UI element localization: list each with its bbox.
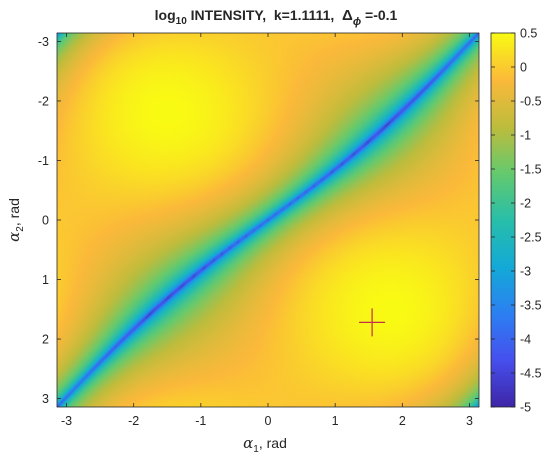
title-delta: Δ [342, 7, 353, 24]
y-tick-label: 0 [42, 214, 49, 228]
colorbar-tick-label: -4 [520, 333, 531, 347]
x-tick-label: 0 [265, 414, 272, 428]
heatmap-image [57, 33, 479, 407]
x-tick-label: -1 [195, 414, 206, 428]
x-tick-label: 1 [332, 414, 339, 428]
y-label-unit: , rad [6, 198, 22, 226]
y-label-symbol: α [5, 232, 23, 242]
y-tick-label: 3 [42, 392, 49, 406]
y-tick-label: -2 [38, 94, 49, 108]
title-log-base: 10 [176, 16, 188, 27]
title-main: INTENSITY, k=1.1111, [187, 7, 342, 23]
x-tick-label: 3 [466, 414, 473, 428]
y-tick-label: -3 [38, 35, 49, 49]
y-tick-label: 1 [42, 273, 49, 287]
y-tick-label: 2 [42, 333, 49, 347]
colorbar-tick-label: 0.5 [520, 27, 537, 41]
title-value: =-0.1 [361, 7, 397, 23]
y-axis: -3 -2 -1 0 1 2 3 [38, 35, 479, 406]
x-axis: -3 -2 -1 0 1 2 3 [61, 33, 473, 428]
colorbar-tick-label: 0 [520, 61, 527, 75]
colorbar-tick-label: -4.5 [520, 367, 542, 381]
y-axis-label: α2, rad [5, 198, 26, 242]
x-label-symbol: α [243, 434, 253, 452]
title-log: log [155, 7, 176, 23]
chart-title: log10 INTENSITY, k=1.1111, Δϕ =-0.1 [155, 7, 398, 28]
colorbar-tick-label: -3 [520, 265, 531, 279]
colorbar-axis: 0.5 0 -0.5 -1 -1.5 -2 -2.5 -3 -3.5 -4 -4.5 -5 [491, 27, 542, 415]
colorbar-tick-label: -3.5 [520, 299, 542, 313]
y-label-subscript: 2 [15, 226, 26, 232]
x-tick-label: -2 [128, 414, 139, 428]
colorbar-tick-label: -1 [520, 129, 531, 143]
colorbar-tick-label: -0.5 [520, 95, 542, 109]
x-label-unit: , rad [259, 435, 287, 451]
x-axis-label: α1, rad [243, 434, 287, 455]
marker-plus [359, 308, 386, 337]
x-label-subscript: 1 [253, 444, 259, 455]
colorbar-frame [490, 32, 516, 408]
colorbar-tick-label: -5 [520, 401, 531, 415]
colorbar-tick-label: -1.5 [520, 163, 542, 177]
x-tick-label: 2 [399, 414, 406, 428]
title-delta-sub: ϕ [353, 16, 361, 28]
colorbar-tick-label: -2 [520, 197, 531, 211]
y-tick-label: -1 [38, 154, 49, 168]
colorbar-tick-label: -2.5 [520, 231, 542, 245]
colorbar [491, 33, 515, 407]
x-tick-label: -3 [61, 414, 72, 428]
